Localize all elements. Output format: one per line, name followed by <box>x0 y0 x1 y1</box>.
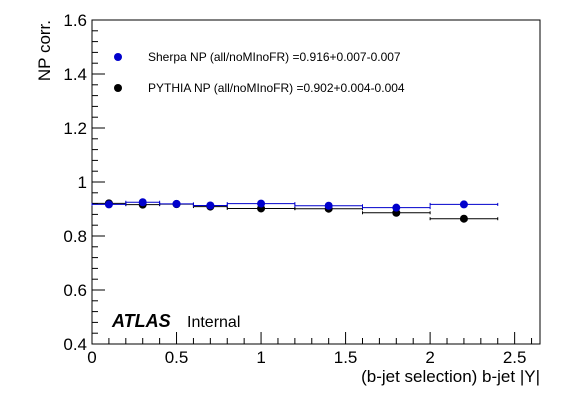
y-tick-label: 1 <box>78 173 87 192</box>
data-point <box>459 214 468 223</box>
x-tick-label: 0 <box>87 348 96 367</box>
y-tick-label: 1.4 <box>63 65 87 84</box>
data-point <box>392 203 401 212</box>
data-point <box>206 201 215 210</box>
legend-marker <box>114 84 122 92</box>
y-tick-label: 0.4 <box>63 335 87 354</box>
y-tick-label: 0.6 <box>63 281 87 300</box>
data-point <box>172 199 181 208</box>
data-point <box>138 198 147 207</box>
x-axis-ticks: 0 0.5 1 1.5 2 2.5 <box>87 332 533 367</box>
series-sherpa <box>91 198 499 212</box>
x-tick-label: 1 <box>256 348 265 367</box>
data-series <box>91 198 499 223</box>
y-tick-label: 1.2 <box>63 119 87 138</box>
data-point <box>257 199 266 208</box>
data-point <box>104 200 113 209</box>
legend-entry: PYTHIA NP (all/noMInoFR) =0.902+0.004-0.… <box>148 81 405 95</box>
y-axis-label: NP corr. <box>35 20 54 81</box>
x-tick-label: 1.5 <box>334 348 358 367</box>
y-axis-ticks: 0.4 0.6 0.8 1 1.2 1.4 1.6 <box>63 11 105 354</box>
legend-marker <box>114 53 122 61</box>
x-tick-label: 2 <box>425 348 434 367</box>
legend: Sherpa NP (all/noMInoFR) =0.916+0.007-0.… <box>114 50 405 95</box>
x-axis-label: (b-jet selection) b-jet |Y| <box>361 367 540 386</box>
x-tick-label: 0.5 <box>165 348 189 367</box>
atlas-label: ATLAS <box>111 311 171 331</box>
y-tick-label: 1.6 <box>63 11 87 30</box>
y-tick-label: 0.8 <box>63 227 87 246</box>
legend-entry: Sherpa NP (all/noMInoFR) =0.916+0.007-0.… <box>148 50 401 64</box>
data-point <box>324 201 333 210</box>
internal-label: Internal <box>187 314 240 331</box>
x-tick-label: 2.5 <box>503 348 527 367</box>
data-point <box>459 200 468 209</box>
